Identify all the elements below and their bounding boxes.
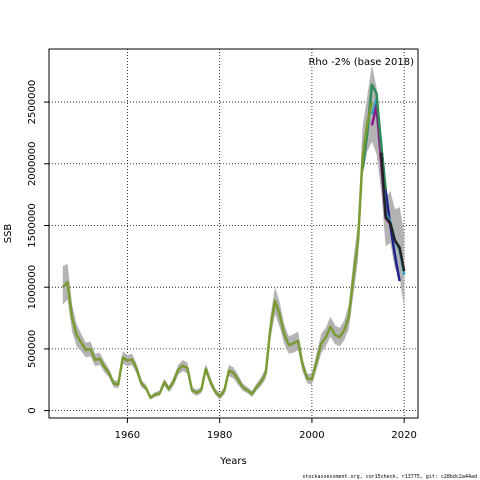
- x-tick-label: 2020: [391, 430, 416, 441]
- y-tick-label: 2000000: [27, 141, 38, 186]
- y-tick-label: 0: [27, 407, 38, 413]
- series-lines: [61, 83, 406, 399]
- y-tick-label: 1000000: [27, 265, 38, 310]
- x-tick-label: 1960: [115, 430, 140, 441]
- confidence-band: [62, 65, 405, 400]
- plot-frame: [48, 48, 419, 419]
- y-tick-label: 500000: [27, 330, 38, 368]
- footer-note: stockassessment.org, cor15check, r13775,…: [302, 474, 477, 480]
- y-tick-label: 1500000: [27, 203, 38, 248]
- series-line-4: [379, 152, 406, 272]
- y-axis-label: SSB: [3, 224, 14, 244]
- x-tick-label: 2000: [299, 430, 324, 441]
- x-axis: 1960 1980 2000 2020: [115, 418, 417, 441]
- x-tick-label: 1980: [207, 430, 232, 441]
- y-tick-label: 2500000: [27, 80, 38, 125]
- y-axis: 0 500000 1000000 1500000 2000000 2500000: [27, 80, 49, 414]
- series-line-5: [61, 101, 374, 399]
- x-axis-label: Years: [219, 456, 246, 467]
- plot-annotation: Rho -2% (base 2018): [308, 57, 414, 68]
